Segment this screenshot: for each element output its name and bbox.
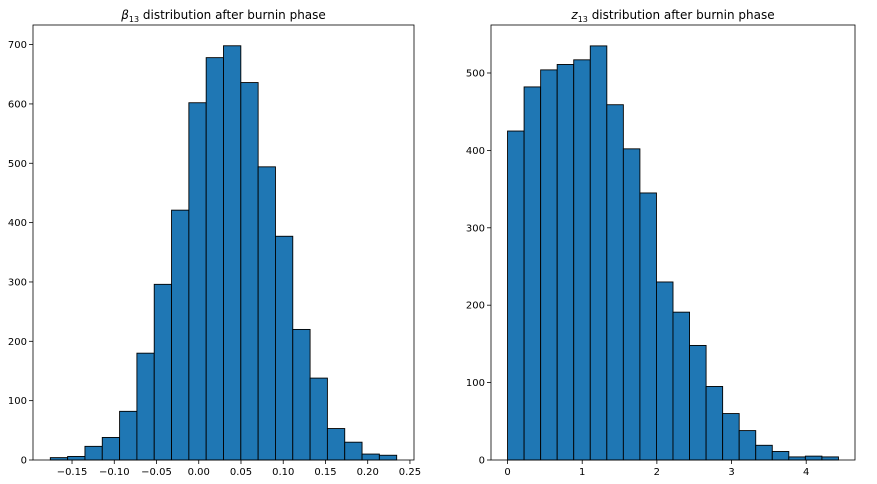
- beta13-title-symbol: β: [120, 8, 129, 22]
- beta13-title-text: distribution after burnin phase: [139, 8, 326, 22]
- beta13-y-tick-label-6: 600: [8, 99, 27, 110]
- beta13-bar-12: [257, 166, 276, 461]
- z13-bar-9: [656, 281, 674, 461]
- beta13-y-tick-label-4: 400: [8, 218, 27, 229]
- z13-bar-13: [722, 413, 740, 461]
- z13-y-tick-label-4: 400: [466, 146, 485, 157]
- beta13-y-tick-label-3: 300: [8, 277, 27, 288]
- z13-histogram: 0 1 2 3 4 0 100 200 300 400 500 z13 distribution af…: [466, 8, 856, 478]
- z13-bar-14: [738, 430, 757, 461]
- beta13-x-tick-label-7: 0.20: [357, 467, 379, 478]
- z13-y-tick-label-1: 100: [466, 378, 485, 389]
- beta13-bar-18: [361, 453, 380, 461]
- z13-bar-7: [622, 148, 641, 461]
- beta13-bar-6: [153, 283, 172, 461]
- beta13-bar-15: [309, 377, 328, 461]
- z13-bar-4: [573, 59, 591, 461]
- beta13-bar-11: [240, 82, 259, 461]
- beta13-y-tick-label-7: 700: [8, 40, 27, 51]
- z13-bar-19: [821, 456, 839, 461]
- beta13-bar-8: [188, 102, 207, 461]
- z13-bar-15: [755, 444, 773, 461]
- z13-y-tick-label-2: 200: [466, 301, 485, 312]
- beta13-bar-10: [223, 45, 242, 461]
- z13-bar-12: [705, 386, 724, 461]
- z13-title-subscript: 13: [578, 15, 588, 24]
- z13-x-tick-label-3: 3: [728, 467, 734, 478]
- z13-bar-6: [606, 104, 624, 461]
- beta13-bar-1: [67, 455, 86, 461]
- beta13-y-tick-label-2: 200: [8, 337, 27, 348]
- beta13-x-tick-label-6: 0.15: [314, 467, 336, 478]
- z13-y-tick-label-0: 0: [479, 456, 485, 467]
- beta13-x-tick-label-3: 0.00: [188, 467, 210, 478]
- beta13-bar-9: [205, 57, 224, 461]
- z13-bar-3: [556, 64, 575, 461]
- z13-title-text: distribution after burnin phase: [588, 8, 775, 22]
- z13-y-tick-label-5: 500: [466, 68, 485, 79]
- z13-bar-1: [523, 86, 542, 461]
- beta13-bar-17: [344, 441, 363, 461]
- beta13-bar-13: [275, 235, 294, 461]
- beta13-y-tick-label-0: 0: [21, 456, 27, 467]
- z13-y-tick-label-3: 300: [466, 223, 485, 234]
- z13-x-tick-label-0: 0: [504, 467, 510, 478]
- beta13-bar-14: [292, 328, 311, 461]
- z13-x-tick-label-2: 2: [654, 467, 660, 478]
- beta13-bar-19: [378, 454, 398, 461]
- beta13-histogram: −0.15 −0.10 −0.05 0.00 0.05 0.10 0.15 0.20 0.25 0…: [8, 8, 421, 478]
- beta13-x-tick-label-0: −0.15: [57, 467, 88, 478]
- beta13-bar-7: [171, 209, 190, 461]
- beta13-y-tick-label-1: 100: [8, 396, 27, 407]
- beta13-chart-title: β13 distribution after burnin phase: [120, 8, 326, 24]
- z13-bar-8: [639, 192, 657, 461]
- z13-x-tick-label-1: 1: [579, 467, 585, 478]
- z13-bar-10: [672, 311, 690, 461]
- z13-chart-title: z13 distribution after burnin phase: [570, 8, 774, 24]
- z13-axes-frame: [490, 24, 856, 461]
- beta13-bar-2: [84, 445, 103, 461]
- beta13-x-tick-label-5: 0.10: [272, 467, 294, 478]
- beta13-bar-4: [119, 410, 138, 461]
- z13-bar-0: [507, 130, 525, 461]
- z13-title-symbol: z: [570, 8, 578, 22]
- beta13-x-tick-label-8: 0.25: [399, 467, 421, 478]
- z13-bar-16: [771, 451, 790, 461]
- beta13-x-tick-label-2: −0.05: [141, 467, 172, 478]
- beta13-title-subscript: 13: [129, 15, 139, 24]
- z13-bar-18: [804, 455, 823, 461]
- beta13-x-tick-label-4: 0.05: [230, 467, 252, 478]
- z13-bar-17: [788, 456, 806, 461]
- z13-x-tick-label-4: 4: [803, 467, 809, 478]
- z13-bar-2: [540, 69, 558, 461]
- beta13-axes-frame: [32, 24, 415, 461]
- beta13-bar-16: [326, 428, 346, 461]
- z13-bar-11: [689, 344, 707, 461]
- beta13-bar-3: [101, 436, 121, 461]
- z13-bar-5: [589, 45, 608, 461]
- beta13-y-tick-label-5: 500: [8, 159, 27, 170]
- beta13-bar-5: [136, 352, 155, 461]
- beta13-x-tick-label-1: −0.10: [99, 467, 130, 478]
